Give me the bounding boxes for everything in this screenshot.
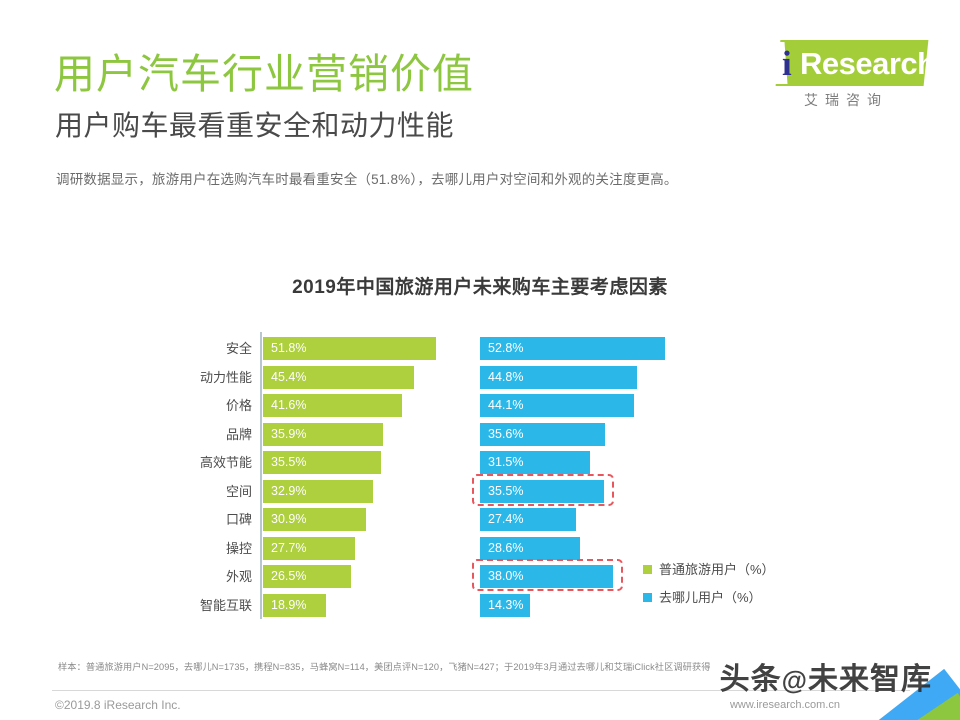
page-description: 调研数据显示，旅游用户在选购汽车时最看重安全（51.8%），去哪儿用户对空间和外… bbox=[56, 172, 678, 187]
bar-value-label: 18.9% bbox=[271, 597, 307, 612]
bar-qunar-user: 27.4% bbox=[480, 508, 576, 531]
chart-row: 价格 41.6% 44.1% bbox=[168, 392, 808, 419]
logo-chinese-name: 艾瑞咨询 bbox=[804, 92, 888, 108]
bar-general-user: 51.8% bbox=[263, 337, 436, 360]
bar-qunar-user: 14.3% bbox=[480, 593, 531, 617]
bar-qunar-user: 28.6% bbox=[480, 536, 581, 560]
bar-value-label: 27.7% bbox=[271, 540, 307, 555]
legend-swatch-icon bbox=[643, 565, 652, 575]
watermark-at-icon: @ bbox=[781, 665, 808, 695]
chart-title: 2019年中国旅游用户未来购车主要考虑因素 bbox=[292, 277, 668, 298]
footer-divider bbox=[52, 690, 910, 691]
page-title: 用户汽车行业营销价值 bbox=[54, 51, 474, 97]
chart-row: 高效节能 35.5% 31.5% bbox=[168, 449, 808, 476]
bar-value-label: 45.4% bbox=[271, 369, 307, 384]
category-label: 安全 bbox=[225, 341, 252, 356]
category-label: 品牌 bbox=[225, 426, 252, 442]
bar-value-label: 30.9% bbox=[271, 512, 307, 526]
bar-qunar-user: 44.8% bbox=[480, 365, 637, 389]
chart-row: 空间 32.9% 35.5% bbox=[168, 478, 808, 505]
watermark-left: 头条 bbox=[719, 663, 782, 696]
bar-value-label: 27.4% bbox=[488, 512, 524, 526]
category-label: 口碑 bbox=[225, 512, 252, 527]
chart-row: 外观 26.5% 38.0% bbox=[168, 563, 808, 590]
category-label: 高效节能 bbox=[199, 455, 252, 470]
bar-general-user: 30.9% bbox=[263, 508, 366, 531]
legend-label: 普通旅游用户（%） bbox=[659, 562, 775, 577]
bar-qunar-user: 52.8% bbox=[480, 337, 665, 360]
category-label: 空间 bbox=[225, 483, 252, 499]
bar-value-label: 44.1% bbox=[488, 398, 524, 412]
bar-value-label: 35.6% bbox=[488, 426, 524, 441]
bar-general-user: 35.9% bbox=[263, 422, 383, 446]
bar-general-user: 35.5% bbox=[263, 451, 382, 474]
bar-value-label: 14.3% bbox=[488, 597, 524, 612]
bar-general-user: 26.5% bbox=[263, 565, 352, 588]
bar-value-label: 31.5% bbox=[488, 455, 524, 469]
bar-value-label: 32.9% bbox=[271, 483, 307, 498]
bar-general-user: 45.4% bbox=[263, 365, 415, 389]
logo-wordmark: Research bbox=[800, 46, 936, 81]
site-url: www.iresearch.com.cn bbox=[729, 699, 840, 711]
bar-value-label: 35.5% bbox=[271, 455, 307, 469]
bar-qunar-user: 44.1% bbox=[480, 394, 635, 417]
category-label: 操控 bbox=[225, 540, 252, 556]
category-label: 外观 bbox=[225, 569, 252, 584]
bar-qunar-user: 31.5% bbox=[480, 451, 591, 474]
bar-value-label: 38.0% bbox=[488, 569, 524, 583]
bar-qunar-user: 35.6% bbox=[480, 422, 605, 446]
legend-item[interactable]: 普通旅游用户（%） bbox=[643, 556, 843, 584]
page-subtitle: 用户购车最看重安全和动力性能 bbox=[55, 110, 455, 141]
chart-y-axis bbox=[260, 332, 262, 619]
iresearch-logo: i Research 艾瑞咨询 bbox=[746, 36, 936, 118]
bar-general-user: 41.6% bbox=[263, 394, 402, 417]
bar-value-label: 52.8% bbox=[488, 341, 524, 355]
bar-qunar-user: 38.0% bbox=[480, 565, 613, 588]
watermark-right: 未来智库 bbox=[808, 663, 932, 696]
watermark: 头条@未来智库 bbox=[720, 654, 932, 698]
category-label: 智能互联 bbox=[199, 597, 252, 613]
bar-value-label: 28.6% bbox=[488, 540, 524, 555]
bar-value-label: 41.6% bbox=[271, 398, 307, 412]
chart-row: 口碑 30.9% 27.4% bbox=[168, 506, 808, 533]
bar-value-label: 35.5% bbox=[488, 483, 524, 498]
chart-legend: 普通旅游用户（%） 去哪儿用户（%） bbox=[643, 556, 843, 612]
category-label: 价格 bbox=[225, 398, 252, 413]
bar-qunar-user: 35.5% bbox=[480, 479, 605, 503]
chart-footnote: 样本：普通旅游用户N=2095，去哪儿N=1735，携程N=835，马蜂窝N=1… bbox=[58, 662, 711, 672]
chart-row: 品牌 35.9% 35.6% bbox=[168, 421, 808, 448]
legend-swatch-icon bbox=[643, 593, 652, 603]
bar-value-label: 51.8% bbox=[271, 341, 307, 355]
legend-item[interactable]: 去哪儿用户（%） bbox=[643, 584, 843, 612]
copyright-text: ©2019.8 iResearch Inc. bbox=[55, 698, 181, 712]
bar-value-label: 44.8% bbox=[488, 369, 524, 384]
bar-chart: 安全 51.8% 52.8% 动力性能 45.4% 44.8% 价格 41.6% 44.1% 品牌… bbox=[168, 332, 808, 622]
bar-general-user: 18.9% bbox=[263, 593, 326, 617]
category-label: 动力性能 bbox=[199, 369, 252, 385]
logo-i-letter: i bbox=[782, 44, 792, 83]
chart-row: 安全 51.8% 52.8% bbox=[168, 335, 808, 362]
bar-value-label: 35.9% bbox=[271, 426, 307, 441]
bar-general-user: 27.7% bbox=[263, 536, 356, 560]
chart-row: 智能互联 18.9% 14.3% bbox=[168, 592, 808, 619]
chart-row: 操控 27.7% 28.6% bbox=[168, 535, 808, 562]
chart-row: 动力性能 45.4% 44.8% bbox=[168, 364, 808, 391]
bar-general-user: 32.9% bbox=[263, 479, 373, 503]
legend-label: 去哪儿用户（%） bbox=[659, 590, 762, 605]
bar-value-label: 26.5% bbox=[271, 569, 307, 583]
